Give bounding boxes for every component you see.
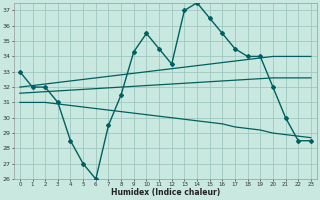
X-axis label: Humidex (Indice chaleur): Humidex (Indice chaleur) (111, 188, 220, 197)
